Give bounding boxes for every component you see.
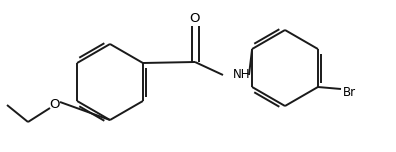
Text: O: O bbox=[190, 12, 200, 24]
Text: O: O bbox=[50, 98, 60, 112]
Text: NH: NH bbox=[233, 69, 251, 81]
Text: Br: Br bbox=[343, 85, 356, 98]
